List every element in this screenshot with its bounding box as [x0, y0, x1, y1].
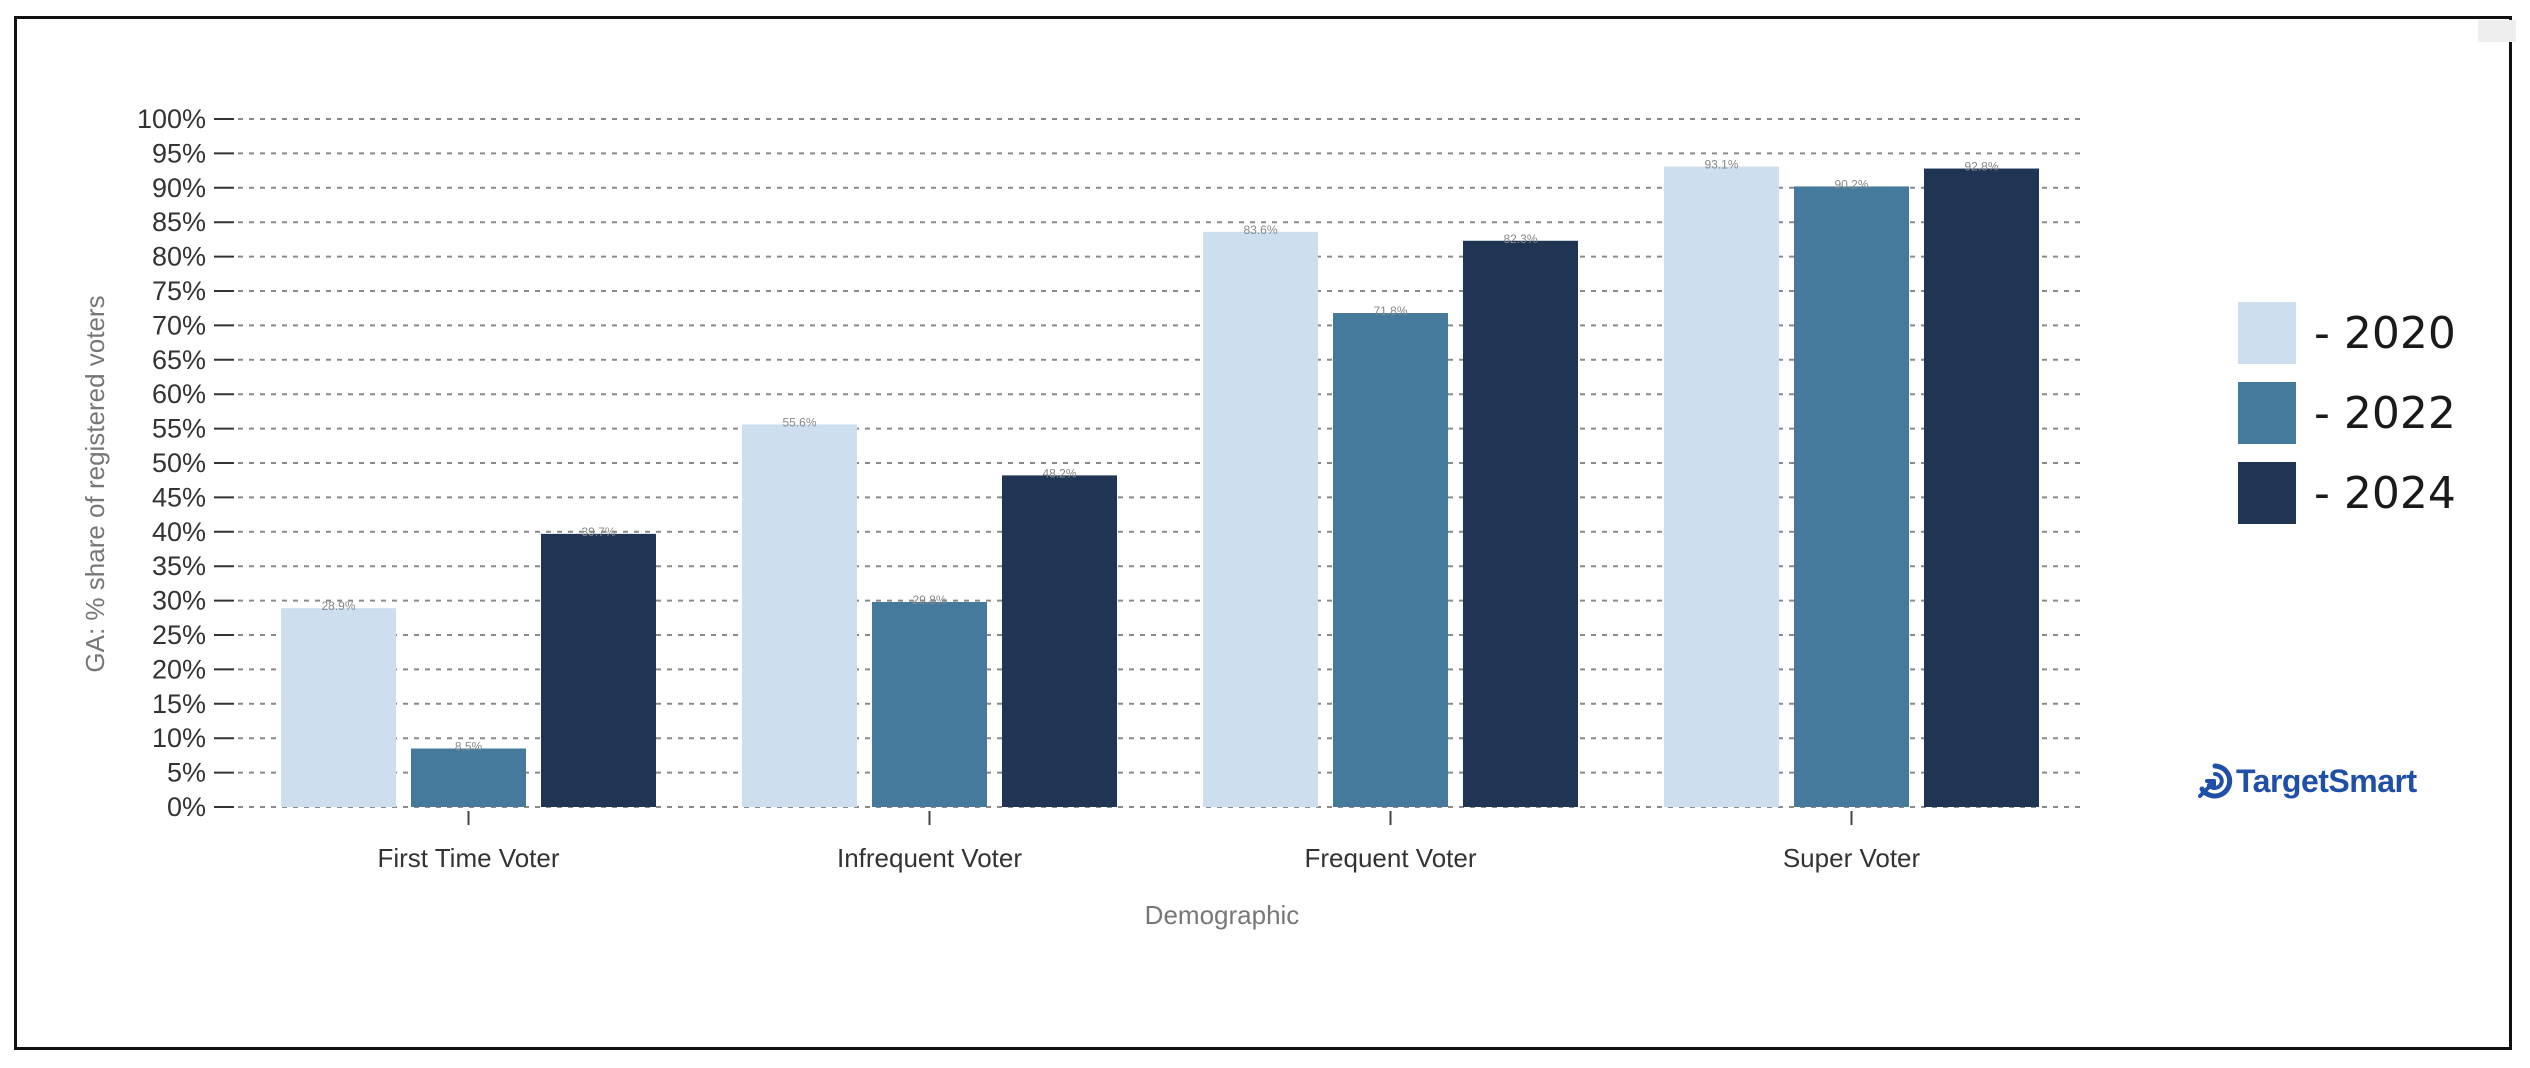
data-label: 28.9%	[321, 599, 355, 613]
bar	[742, 424, 857, 807]
data-label: 8.5%	[455, 740, 483, 754]
y-tick-label: 0%	[167, 792, 206, 822]
bar	[1002, 475, 1117, 807]
legend-label-2020: - 2020	[2314, 308, 2456, 359]
y-tick-label: 5%	[167, 758, 206, 788]
logo-text: TargetSmart	[2236, 762, 2417, 799]
data-label: 93.1%	[1704, 157, 1738, 171]
y-tick-label: 90%	[152, 173, 206, 203]
category-label: Frequent Voter	[1305, 843, 1477, 873]
bar	[1664, 166, 1779, 808]
data-label: 39.7%	[581, 525, 615, 539]
legend-label-2022: - 2022	[2314, 388, 2456, 439]
bar	[872, 601, 987, 807]
data-label: 82.3%	[1503, 232, 1537, 246]
legend: - 2020 - 2022 - 2024	[2238, 302, 2498, 542]
bars	[281, 166, 2039, 808]
bar	[1463, 240, 1578, 807]
legend-item-2020: - 2020	[2238, 302, 2498, 382]
targetsmart-logo-icon	[2198, 763, 2233, 799]
y-tick-label: 10%	[152, 723, 206, 753]
x-axis: First Time Voter Infrequent Voter Frequent…	[377, 811, 1920, 873]
bar	[281, 608, 396, 807]
bar	[1924, 168, 2039, 807]
y-tick-label: 35%	[152, 551, 206, 581]
y-tick-label: 60%	[152, 379, 206, 409]
data-label: 55.6%	[782, 415, 816, 429]
data-label: 71.8%	[1373, 304, 1407, 318]
legend-item-2022: - 2022	[2238, 382, 2498, 462]
legend-item-2024: - 2024	[2238, 462, 2498, 542]
y-axis-title: GA: % share of registered voters	[80, 295, 110, 672]
bar	[1333, 313, 1448, 807]
y-tick-label: 25%	[152, 620, 206, 650]
legend-swatch-2020	[2238, 302, 2296, 364]
legend-swatch-2024	[2238, 462, 2296, 524]
y-tick-label: 100%	[137, 104, 206, 134]
legend-swatch-2022	[2238, 382, 2296, 444]
category-label: Super Voter	[1783, 843, 1921, 873]
corner-mark	[2478, 20, 2516, 42]
x-axis-title: Demographic	[1145, 900, 1300, 930]
bar	[411, 748, 526, 807]
data-labels: 28.9% 8.5% 39.7% 55.6% 29.8% 48.2% 83.6% 71.8% 8…	[321, 157, 1998, 753]
legend-label-2024: - 2024	[2314, 468, 2456, 519]
y-tick-label: 80%	[152, 242, 206, 272]
bar	[541, 533, 656, 807]
category-label: First Time Voter	[377, 843, 559, 873]
data-label: 48.2%	[1042, 466, 1076, 480]
y-tick-label: 40%	[152, 517, 206, 547]
data-label: 83.6%	[1243, 223, 1277, 237]
y-tick-label: 70%	[152, 310, 206, 340]
y-tick-label: 55%	[152, 414, 206, 444]
data-label: 92.8%	[1964, 160, 1998, 174]
y-axis: 0% 5% 10% 15% 20% 25% 30% 35% 40% 45% 50% 55% 60% 65%…	[137, 104, 234, 822]
category-label: Infrequent Voter	[837, 843, 1022, 873]
y-tick-label: 75%	[152, 276, 206, 306]
y-tick-label: 65%	[152, 345, 206, 375]
data-label: 90.2%	[1834, 177, 1868, 191]
y-tick-label: 95%	[152, 138, 206, 168]
y-tick-label: 15%	[152, 689, 206, 719]
y-tick-label: 20%	[152, 654, 206, 684]
y-tick-label: 45%	[152, 482, 206, 512]
targetsmart-logo: TargetSmart	[2196, 762, 2417, 800]
bar	[1794, 186, 1909, 807]
y-tick-label: 50%	[152, 448, 206, 478]
bar	[1203, 231, 1318, 807]
y-tick-label: 85%	[152, 207, 206, 237]
y-tick-label: 30%	[152, 586, 206, 616]
data-label: 29.8%	[912, 593, 946, 607]
